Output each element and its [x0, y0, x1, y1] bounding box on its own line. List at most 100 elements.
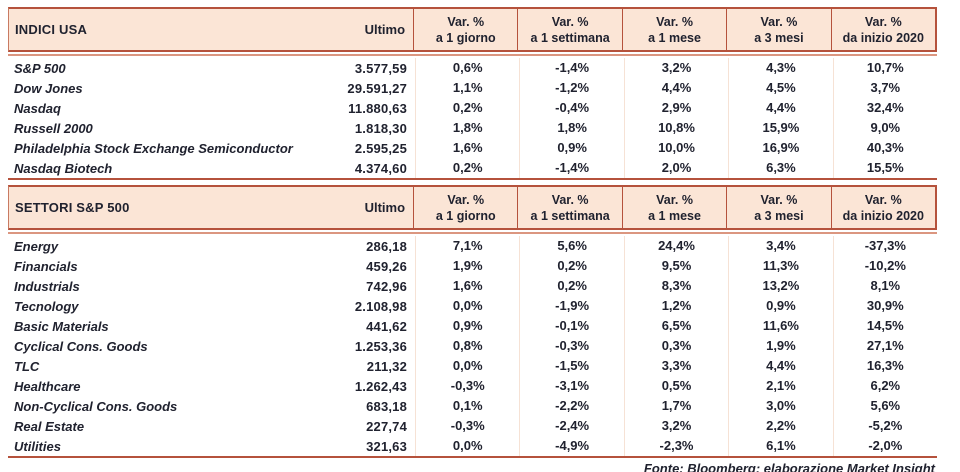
ultimo-value-cell: 742,96 — [366, 278, 408, 294]
ultimo-value-cell: 3.577,59 — [354, 60, 408, 76]
var-value-cell: -2,2% — [519, 396, 623, 416]
var-value-cell: -0,3% — [519, 336, 623, 356]
var-value-cell: 2,1% — [728, 376, 832, 396]
var-header-line1: Var. % — [656, 14, 693, 29]
var-value-cell: 27,1% — [832, 336, 937, 356]
row-name-cell: Financials — [14, 258, 78, 274]
table-row: Cyclical Cons. Goods 1.253,36 0,8% -0,3% 0,3… — [8, 336, 937, 356]
usa-indices-table-body: S&P 500 3.577,59 0,6% -1,4% 3,2% 4,3% 10,7% Dow… — [8, 56, 937, 180]
row-name-cell: Nasdaq Biotech — [14, 160, 113, 176]
row-name-cell: Dow Jones — [14, 80, 83, 96]
var-value-cell: -4,9% — [519, 436, 623, 456]
ultimo-value-cell: 4.374,60 — [354, 160, 408, 176]
var-value-cell: 6,5% — [623, 316, 728, 336]
sp500-sectors-table-body: Energy 286,18 7,1% 5,6% 24,4% 3,4% -37,3% Finan… — [8, 234, 937, 458]
var-value-cell: 0,2% — [519, 256, 623, 276]
var-value-cell: 0,6% — [415, 58, 519, 78]
header-divider-line — [8, 232, 937, 234]
var-header-line2: a 1 giorno — [435, 208, 496, 223]
var-header-line1: Var. % — [447, 192, 485, 207]
sp500-sectors-table: SETTORI S&P 500 Ultimo Var. % a 1 giorno V… — [8, 185, 937, 458]
usa-indices-table-header: INDICI USA Ultimo Var. % a 1 giorno Var. %… — [8, 7, 937, 52]
var-value-cell: -0,1% — [519, 316, 623, 336]
row-name-cell: Energy — [14, 238, 59, 254]
var-value-cell: 0,3% — [623, 336, 728, 356]
ultimo-column-header: Ultimo — [364, 22, 406, 37]
row-name-cell: Tecnology — [14, 298, 79, 314]
var-value-cell: 8,1% — [832, 276, 937, 296]
var-value-cell: -2,3% — [623, 436, 728, 456]
var-value-cell: 1,1% — [415, 78, 519, 98]
row-name-cell: Philadelphia Stock Exchange Semiconducto… — [14, 140, 293, 156]
var-value-cell: 8,3% — [623, 276, 728, 296]
header-divider-line — [8, 54, 937, 56]
var-header-line2: da inizio 2020 — [842, 30, 924, 45]
var-header-line1: Var. % — [864, 14, 902, 29]
var-value-cell: 0,2% — [519, 276, 623, 296]
ultimo-value-cell: 321,63 — [366, 438, 408, 454]
var-value-cell: -1,5% — [519, 356, 623, 376]
var-value-cell: 0,5% — [623, 376, 728, 396]
usa-indices-table: INDICI USA Ultimo Var. % a 1 giorno Var. %… — [8, 7, 937, 180]
ultimo-value-cell: 286,18 — [366, 238, 408, 254]
row-name-cell: Nasdaq — [14, 100, 61, 116]
var-value-cell: 0,2% — [415, 158, 519, 178]
ultimo-value-cell: 459,26 — [366, 258, 408, 274]
table-row: Nasdaq Biotech 4.374,60 0,2% -1,4% 2,0% 6,3% 1… — [8, 158, 937, 178]
var-value-cell: 3,0% — [728, 396, 832, 416]
var-value-cell: 0,1% — [415, 396, 519, 416]
var-value-cell: 11,6% — [728, 316, 832, 336]
table-row: Utilities 321,63 0,0% -4,9% -2,3% 6,1% -2,0% — [8, 436, 937, 456]
var-value-cell: 1,6% — [415, 276, 519, 296]
ultimo-value-cell: 2.108,98 — [354, 298, 408, 314]
table-row: Financials 459,26 1,9% 0,2% 9,5% 11,3% -10,2% — [8, 256, 937, 276]
var-value-cell: 0,2% — [415, 98, 519, 118]
var-value-cell: 40,3% — [832, 138, 937, 158]
ultimo-value-cell: 1.253,36 — [354, 338, 408, 354]
var-value-cell: -2,4% — [519, 416, 623, 436]
var-value-cell: 5,6% — [832, 396, 937, 416]
ultimo-value-cell: 29.591,27 — [347, 80, 408, 96]
var-header-line1: Var. % — [760, 14, 798, 29]
var-header-line2: a 1 settimana — [530, 30, 610, 45]
var-value-cell: 2,2% — [728, 416, 832, 436]
var-value-cell: 0,9% — [415, 316, 519, 336]
var-column-header: Var. % da inizio 2020 — [830, 9, 935, 50]
row-name-cell: Basic Materials — [14, 318, 109, 334]
table-row: Healthcare 1.262,43 -0,3% -3,1% 0,5% 2,1% 6,2% — [8, 376, 937, 396]
table-title: SETTORI S&P 500 — [15, 200, 130, 215]
var-value-cell: 1,8% — [415, 118, 519, 138]
var-header-line2: a 1 mese — [648, 208, 701, 223]
var-value-cell: 10,8% — [623, 118, 728, 138]
var-value-cell: 0,9% — [728, 296, 832, 316]
row-name-cell: Non-Cyclical Cons. Goods — [14, 398, 178, 414]
row-name-cell: Healthcare — [14, 378, 81, 394]
var-header-line1: Var. % — [864, 192, 902, 207]
var-value-cell: 0,0% — [415, 356, 519, 376]
var-value-cell: 3,3% — [623, 356, 728, 376]
var-value-cell: 15,9% — [728, 118, 832, 138]
var-value-cell: -5,2% — [832, 416, 937, 436]
var-value-cell: 1,9% — [728, 336, 832, 356]
row-name-cell: Utilities — [14, 438, 61, 454]
var-header-line2: da inizio 2020 — [842, 208, 924, 223]
var-value-cell: 24,4% — [623, 236, 728, 256]
var-header-line2: a 1 settimana — [530, 208, 610, 223]
var-column-header: Var. % a 1 settimana — [517, 9, 621, 50]
ultimo-value-cell: 683,18 — [366, 398, 408, 414]
var-column-header: Var. % a 1 settimana — [517, 187, 621, 228]
var-header-line1: Var. % — [760, 192, 798, 207]
var-value-cell: 1,7% — [623, 396, 728, 416]
ultimo-value-cell: 227,74 — [366, 418, 408, 434]
var-value-cell: -0,3% — [415, 376, 519, 396]
table-row: Philadelphia Stock Exchange Semiconducto… — [8, 138, 937, 158]
var-value-cell: 2,0% — [623, 158, 728, 178]
var-header-line1: Var. % — [447, 14, 485, 29]
table-row: TLC 211,32 0,0% -1,5% 3,3% 4,4% 16,3% — [8, 356, 937, 376]
var-header-line1: Var. % — [656, 192, 693, 207]
var-value-cell: 0,0% — [415, 436, 519, 456]
var-value-cell: 10,0% — [623, 138, 728, 158]
ultimo-column-header: Ultimo — [364, 200, 406, 215]
table-row: Russell 2000 1.818,30 1,8% 1,8% 10,8% 15,9% 9,… — [8, 118, 937, 138]
